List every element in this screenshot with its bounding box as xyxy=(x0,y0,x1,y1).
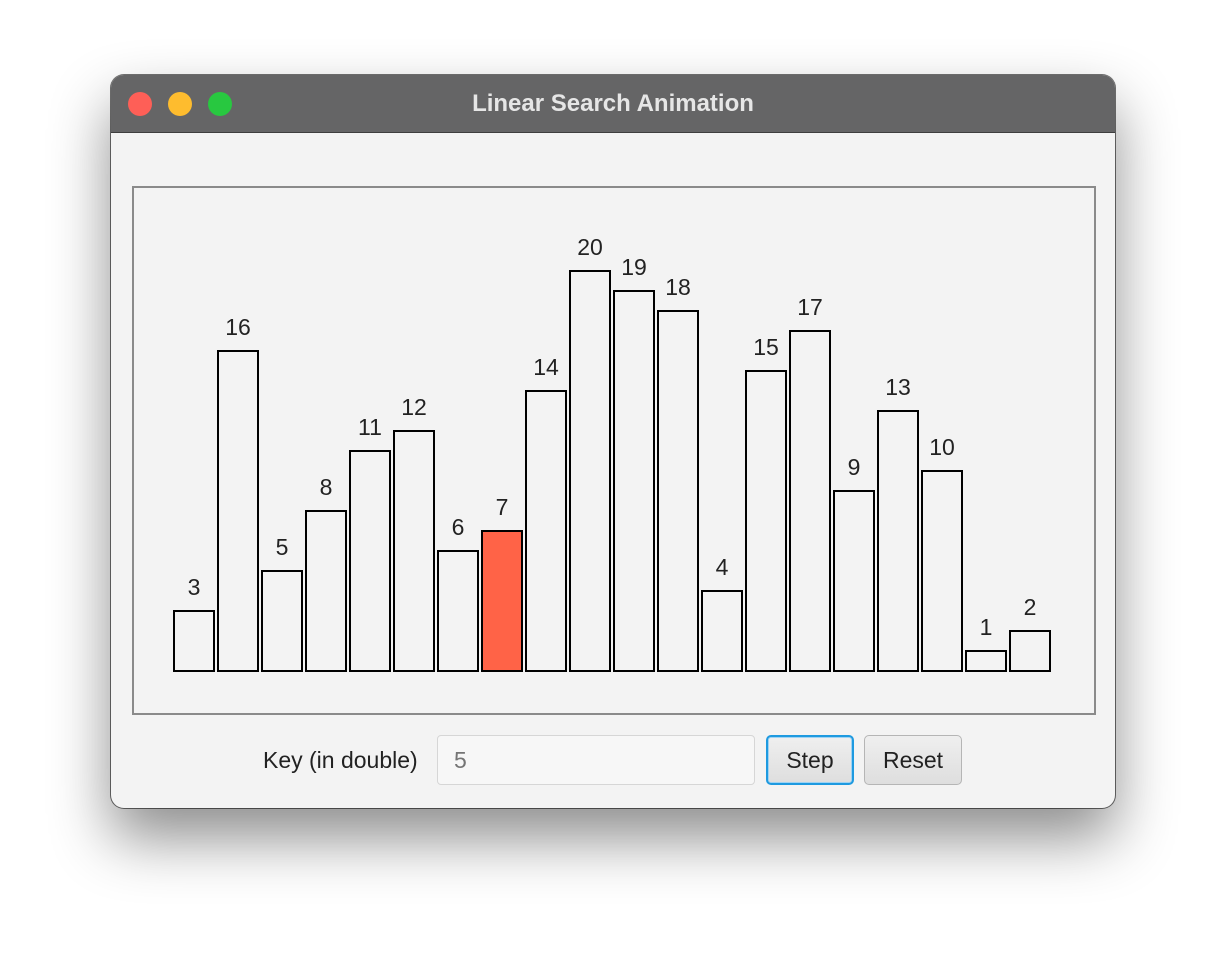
step-button[interactable]: Step xyxy=(766,735,854,785)
array-bar xyxy=(393,430,435,672)
maximize-window-button[interactable] xyxy=(208,92,232,116)
bar-value-label: 3 xyxy=(188,574,201,600)
array-bar xyxy=(217,350,259,672)
bar-value-label: 7 xyxy=(496,494,509,520)
bar-value-label: 14 xyxy=(533,354,559,380)
animation-canvas: 3 16 5 8 11 12 6 7 14 20 19 18 4 15 17 9 13 10 1 2 xyxy=(132,186,1096,715)
title-bar[interactable]: Linear Search Animation xyxy=(111,75,1115,133)
bar-value-label: 16 xyxy=(225,314,251,340)
key-input[interactable] xyxy=(437,735,755,785)
bar-value-label: 19 xyxy=(621,254,647,280)
array-bar xyxy=(569,270,611,672)
bar-value-label: 1 xyxy=(980,614,993,640)
controls-bar: Key (in double) Step Reset xyxy=(111,733,1115,789)
minimize-window-button[interactable] xyxy=(168,92,192,116)
array-bar xyxy=(261,570,303,672)
array-bar xyxy=(877,410,919,672)
array-bar xyxy=(745,370,787,672)
bar-value-label: 13 xyxy=(885,374,911,400)
close-window-button[interactable] xyxy=(128,92,152,116)
bar-value-label: 18 xyxy=(665,274,691,300)
array-bar xyxy=(613,290,655,672)
bar-value-label: 12 xyxy=(401,394,427,420)
bar-value-label: 8 xyxy=(320,474,333,500)
key-label: Key (in double) xyxy=(263,747,418,773)
reset-button[interactable]: Reset xyxy=(864,735,962,785)
array-bar xyxy=(173,610,215,672)
bar-value-label: 4 xyxy=(716,554,729,580)
array-bar xyxy=(965,650,1007,672)
bar-value-label: 5 xyxy=(276,534,289,560)
array-bar xyxy=(349,450,391,672)
app-window: Linear Search Animation 3 16 5 8 11 12 6 7 14 20 1… xyxy=(111,75,1115,808)
bar-value-label: 11 xyxy=(358,414,382,440)
array-bar xyxy=(437,550,479,672)
array-bar xyxy=(833,490,875,672)
array-bar xyxy=(701,590,743,672)
bar-value-label: 9 xyxy=(848,454,861,480)
window-title: Linear Search Animation xyxy=(472,90,754,117)
bar-value-label: 6 xyxy=(452,514,465,540)
array-bar xyxy=(921,470,963,672)
bar-value-label: 20 xyxy=(577,234,603,260)
bar-value-label: 17 xyxy=(797,294,823,320)
bar-value-label: 10 xyxy=(929,434,955,460)
array-bar-current xyxy=(481,530,523,672)
array-bar xyxy=(305,510,347,672)
bar-value-label: 15 xyxy=(753,334,779,360)
bar-value-label: 2 xyxy=(1024,594,1037,620)
array-bar xyxy=(1009,630,1051,672)
array-bar xyxy=(789,330,831,672)
array-bar xyxy=(525,390,567,672)
array-bar xyxy=(657,310,699,672)
